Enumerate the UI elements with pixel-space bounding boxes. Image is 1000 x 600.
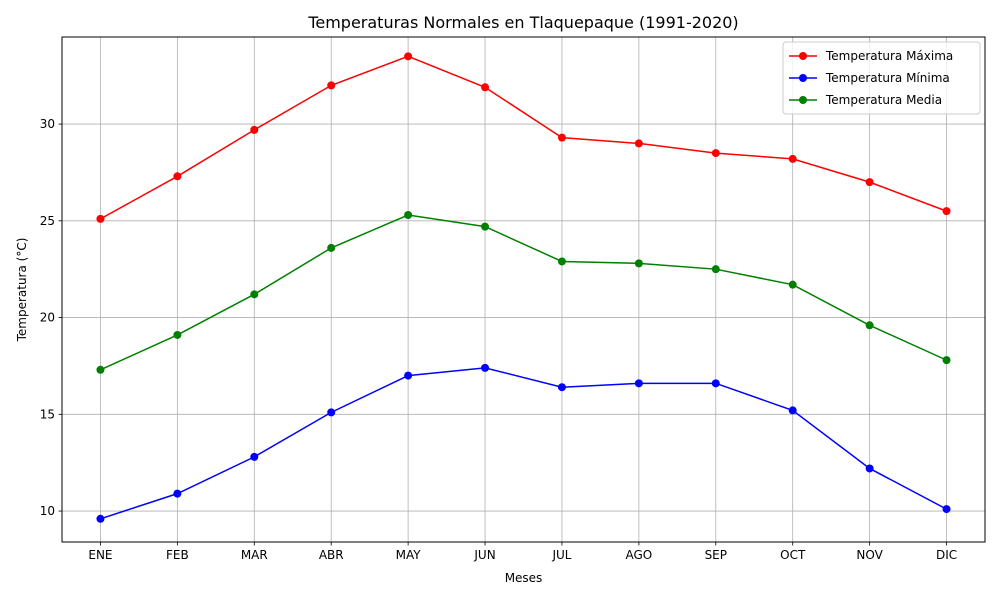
data-point: [942, 505, 951, 514]
series-line: [100, 367, 947, 520]
data-point: [96, 214, 105, 223]
legend-label: Temperatura Media: [825, 93, 942, 107]
legend-marker: [799, 96, 807, 104]
series-group: [96, 52, 951, 223]
data-point: [711, 265, 720, 274]
data-point: [327, 243, 336, 252]
data-point: [173, 172, 182, 181]
data-point: [404, 211, 413, 220]
data-point: [173, 330, 182, 339]
data-point: [250, 452, 259, 461]
data-point: [634, 259, 643, 268]
grid: [62, 37, 985, 542]
data-point: [557, 133, 566, 142]
x-tick-label: DIC: [936, 548, 957, 562]
legend-marker: [799, 52, 807, 60]
data-point: [788, 154, 797, 163]
y-tick-label: 20: [40, 311, 55, 325]
data-point: [404, 52, 413, 61]
data-point: [788, 280, 797, 289]
legend-box: [782, 41, 981, 115]
x-tick-label: SEP: [705, 548, 727, 562]
series-group: [96, 363, 951, 523]
data-point: [711, 379, 720, 388]
x-tick-label: FEB: [166, 548, 189, 562]
data-point: [96, 365, 105, 374]
legend: Temperatura Máxima Temperatura Mínima Temp…: [782, 41, 981, 115]
data-point: [250, 125, 259, 134]
y-tick-label: 30: [40, 117, 55, 131]
x-tick-label: ABR: [319, 548, 344, 562]
data-point: [96, 514, 105, 523]
x-axis-label: Meses: [505, 571, 543, 585]
data-point: [634, 379, 643, 388]
x-tick-label: AGO: [626, 548, 653, 562]
legend-item: Temperatura Media: [789, 93, 942, 107]
data-point: [865, 178, 874, 187]
data-point: [327, 81, 336, 90]
y-axis-label: Temperatura (°C): [15, 238, 29, 343]
series-line: [100, 55, 947, 220]
ticks: ENE FEB MAR ABR MAY JUN JUL AGO SEP OCT NOV DIC 10 15…: [40, 117, 957, 562]
data-point: [634, 139, 643, 148]
x-tick-label: NOV: [856, 548, 883, 562]
x-tick-label: JUN: [473, 548, 495, 562]
data-point: [557, 383, 566, 392]
chart-title: Temperaturas Normales en Tlaquepaque (19…: [307, 13, 738, 32]
data-point: [788, 406, 797, 415]
x-tick-label: MAR: [241, 548, 268, 562]
data-point: [404, 371, 413, 380]
data-point: [481, 363, 490, 372]
x-tick-label: ENE: [88, 548, 112, 562]
x-tick-label: OCT: [780, 548, 806, 562]
x-tick-label: MAY: [396, 548, 422, 562]
data-point: [250, 290, 259, 299]
data-point: [942, 207, 951, 216]
data-point: [481, 83, 490, 92]
series-layer: [96, 52, 951, 523]
y-tick-label: 10: [40, 504, 55, 518]
legend-label: Temperatura Mínima: [825, 71, 950, 85]
legend-label: Temperatura Máxima: [825, 49, 953, 63]
x-tick-label: JUL: [551, 548, 571, 562]
data-point: [865, 321, 874, 330]
y-tick-label: 15: [40, 407, 55, 421]
data-point: [711, 149, 720, 158]
legend-item: Temperatura Mínima: [789, 71, 950, 85]
legend-item: Temperatura Máxima: [789, 49, 953, 63]
legend-marker: [799, 74, 807, 82]
data-point: [173, 489, 182, 498]
series-group: [96, 211, 951, 374]
data-point: [481, 222, 490, 231]
data-point: [557, 257, 566, 266]
y-tick-label: 25: [40, 214, 55, 228]
data-point: [327, 408, 336, 417]
data-point: [865, 464, 874, 473]
data-point: [942, 356, 951, 365]
series-line: [100, 214, 947, 371]
plot-frame: [61, 36, 986, 543]
